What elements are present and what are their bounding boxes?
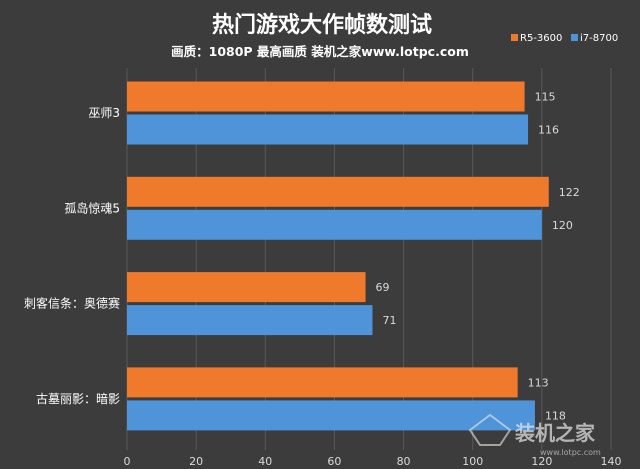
category-label-0: 巫师3 <box>88 106 120 120</box>
data-label-R5-3600-2: 69 <box>376 281 390 294</box>
x-tick-label-120: 120 <box>531 455 552 468</box>
data-label-R5-3600-0: 115 <box>535 91 556 104</box>
watermark-url: www.lotpc.com <box>540 448 601 457</box>
bars <box>127 81 549 431</box>
x-tick-label-60: 60 <box>327 455 341 468</box>
category-label-2: 刺客信条：奥德赛 <box>24 296 120 311</box>
bar-R5-3600-0 <box>127 81 525 112</box>
watermark-text: 装机之家 <box>514 421 596 445</box>
bar-i7-8700-0 <box>127 114 529 145</box>
x-tick-label-0: 0 <box>124 455 131 468</box>
data-label-R5-3600-1: 122 <box>559 186 580 199</box>
x-tick-label-20: 20 <box>189 455 203 468</box>
bar-i7-8700-2 <box>127 305 373 336</box>
x-tick-label-80: 80 <box>397 455 411 468</box>
bar-R5-3600-1 <box>127 176 549 207</box>
legend: R5-3600 i7-8700 <box>511 33 618 44</box>
data-label-i7-8700-0: 116 <box>538 124 559 137</box>
chart-title: 热门游戏大作帧数测试 <box>212 12 432 38</box>
legend-label-R5-3600: R5-3600 <box>520 33 562 44</box>
bar-R5-3600-2 <box>127 272 366 303</box>
data-labels: 115 116 122 120 69 71 113 118 <box>376 91 580 423</box>
x-axis-tick-labels: 0 20 40 60 80 100 120 140 <box>124 455 622 468</box>
legend-swatch-i7-8700 <box>571 34 578 41</box>
bar-i7-8700-3 <box>127 400 535 431</box>
data-label-R5-3600-3: 113 <box>528 376 549 389</box>
category-label-3: 古墓丽影：暗影 <box>36 391 120 406</box>
x-tick-label-140: 140 <box>601 455 622 468</box>
data-label-i7-8700-3: 118 <box>545 409 566 422</box>
bar-i7-8700-1 <box>127 209 542 240</box>
legend-swatch-R5-3600 <box>511 34 518 41</box>
x-tick-label-100: 100 <box>462 455 483 468</box>
data-label-i7-8700-1: 120 <box>552 219 573 232</box>
data-label-i7-8700-2: 71 <box>382 314 396 327</box>
bar-R5-3600-3 <box>127 367 518 398</box>
category-label-1: 孤岛惊魂5 <box>64 200 120 215</box>
watermark: 装机之家 www.lotpc.com <box>468 413 601 457</box>
chart-subtitle: 画质：1080P 最高画质 装机之家www.lotpc.com <box>171 44 469 59</box>
x-tick-label-40: 40 <box>258 455 272 468</box>
legend-label-i7-8700: i7-8700 <box>580 33 618 44</box>
watermark-logo-icon <box>468 413 512 446</box>
